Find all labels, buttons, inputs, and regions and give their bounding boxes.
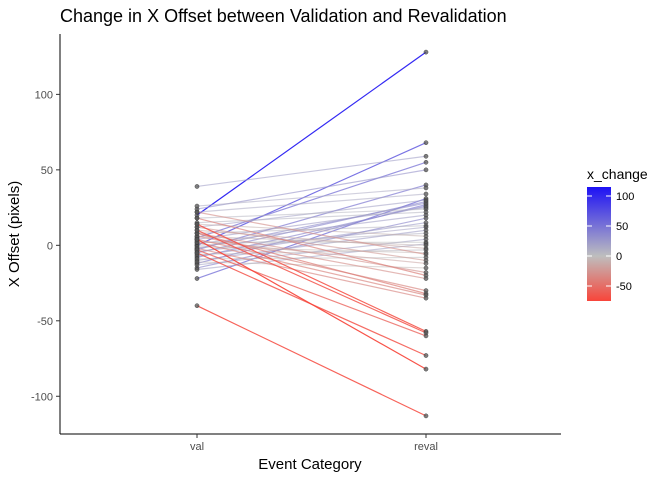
series-line (196, 208, 427, 219)
series-line (196, 206, 427, 240)
data-point (194, 215, 200, 221)
x-tick-label: val (190, 441, 204, 453)
data-point (423, 153, 429, 159)
data-point (423, 261, 429, 266)
series-line (196, 223, 427, 237)
legend-tick-label: 50 (616, 221, 628, 233)
series-line (196, 241, 427, 296)
y-tick-label: 0 (47, 240, 53, 252)
data-point (423, 140, 429, 145)
series-line (196, 223, 427, 332)
plot-points (194, 49, 429, 419)
y-tick-label: -100 (31, 391, 53, 403)
series-line (196, 205, 427, 258)
series-line (196, 155, 427, 188)
series-line (196, 238, 427, 370)
x-ticks: val reval (190, 434, 438, 453)
series-line (196, 161, 427, 239)
data-point (423, 330, 429, 336)
legend-tick-label: -50 (616, 281, 632, 293)
data-point (423, 167, 429, 173)
data-point (194, 221, 200, 227)
series-line (196, 243, 427, 271)
y-tick-label: 100 (35, 89, 53, 101)
series-line (196, 240, 427, 265)
data-point (423, 191, 429, 197)
series-line (196, 193, 427, 213)
series-line (196, 225, 427, 234)
data-point (194, 227, 200, 233)
data-point (423, 265, 429, 271)
chart-title: Change in X Offset between Validation an… (60, 6, 507, 26)
y-axis-title: X Offset (pixels) (6, 181, 23, 287)
series-line (196, 232, 427, 295)
y-tick-label: -50 (37, 316, 53, 328)
data-point (423, 353, 429, 358)
data-point (194, 203, 200, 209)
legend-tick-label: 100 (616, 191, 634, 203)
series-line (196, 235, 427, 246)
data-point (194, 184, 200, 189)
series-line (196, 249, 427, 337)
series-line (196, 217, 427, 277)
data-point (423, 295, 429, 301)
series-line (196, 226, 427, 262)
data-point (194, 267, 200, 272)
data-point (194, 303, 200, 308)
series-line (196, 247, 427, 299)
data-point (194, 209, 200, 215)
y-tick-label: 50 (41, 165, 53, 177)
data-point (423, 185, 429, 191)
x-tick-label: reval (414, 441, 438, 453)
data-point (194, 276, 200, 281)
series-line (196, 187, 427, 207)
series-line (196, 211, 427, 255)
legend-colorbar (587, 187, 611, 301)
data-point (194, 236, 200, 242)
data-point (423, 49, 429, 55)
data-point (194, 250, 200, 256)
legend-title: x_change (587, 166, 648, 182)
series-line (196, 51, 427, 216)
data-point (423, 215, 429, 221)
data-point (423, 413, 429, 419)
data-point (423, 160, 429, 165)
data-point (423, 276, 429, 281)
plot-lines (196, 51, 427, 417)
data-point (194, 259, 200, 265)
y-ticks: -100 -50 0 50 100 (31, 89, 60, 403)
series-line (196, 211, 427, 224)
legend-tick-label: 0 (616, 251, 622, 263)
legend: x_change -50 0 50 100 (587, 166, 648, 301)
series-line (196, 256, 427, 260)
legend-ticks: -50 0 50 100 (587, 191, 634, 293)
data-point (423, 366, 429, 372)
series-line (196, 305, 427, 417)
series-line (196, 229, 427, 334)
x-axis-title: Event Category (258, 456, 362, 473)
